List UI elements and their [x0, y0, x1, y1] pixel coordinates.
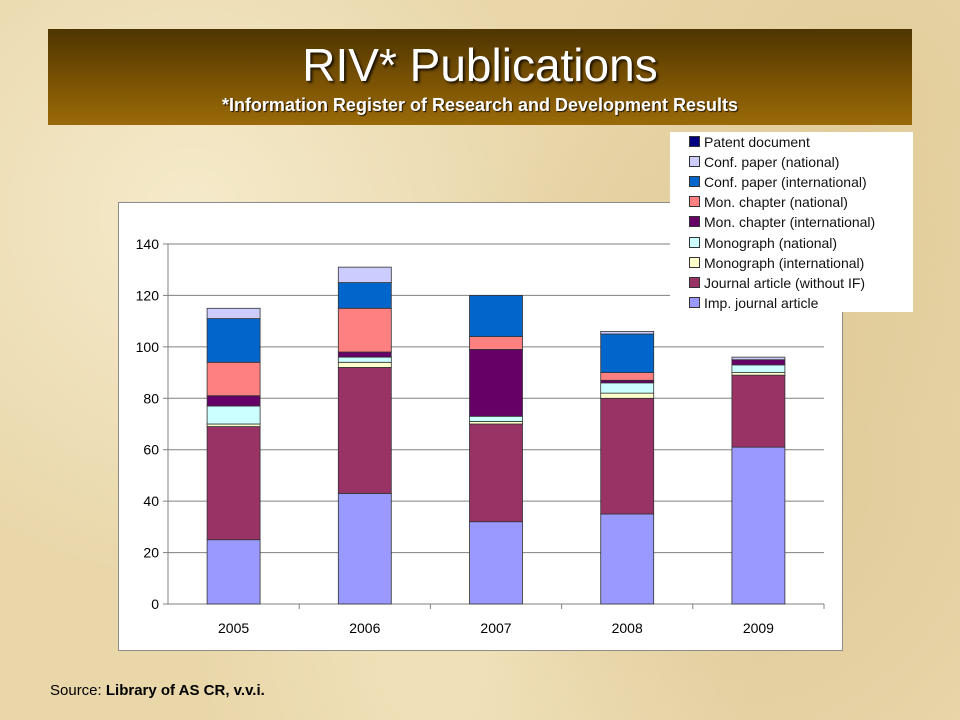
legend-item: Imp. journal article: [689, 294, 818, 312]
y-tick-label: 120: [136, 287, 160, 303]
bar-segment: [206, 426, 261, 541]
bar-segment: [469, 423, 523, 523]
title-bar: RIV* Publications *Information Register …: [48, 29, 912, 125]
legend-swatch: [689, 216, 700, 228]
x-tick-label: 2009: [743, 620, 774, 636]
bar-segment: [206, 405, 261, 425]
legend-item: Patent document: [689, 133, 810, 151]
legend-swatch: [689, 176, 700, 188]
bar-segment: [600, 397, 655, 515]
y-tick-label: 0: [151, 596, 159, 612]
legend-swatch: [689, 276, 700, 288]
legend-label: Mon. chapter (national): [704, 194, 848, 211]
bar-segment: [600, 382, 655, 394]
bar-segment: [469, 521, 523, 605]
bar-segment: [337, 361, 392, 368]
legend-label: Imp. journal article: [704, 294, 819, 311]
bar-segment: [731, 364, 786, 373]
source-value: Library of AS CR, v.v.i.: [105, 682, 265, 699]
slide-title: RIV* Publications: [302, 39, 658, 91]
legend-item: Journal article (without IF): [689, 274, 865, 292]
bar-segment: [600, 331, 655, 335]
bar-segment: [469, 349, 523, 417]
legend-swatch: [689, 196, 700, 208]
legend-item: Mon. chapter (national): [689, 193, 848, 211]
bar-segment: [206, 307, 261, 319]
legend-item: Monograph (international): [689, 254, 864, 272]
y-tick-label: 140: [136, 236, 160, 252]
bar-segment: [600, 372, 655, 381]
x-tick-label: 2005: [218, 620, 249, 636]
bar-segment: [600, 333, 655, 373]
bar-segment: [337, 367, 392, 494]
legend-swatch: [689, 236, 700, 248]
legend-item: Conf. paper (international): [689, 173, 867, 191]
legend-label: Conf. paper (national): [704, 154, 840, 171]
legend-swatch: [689, 136, 700, 147]
legend-item: Conf. paper (national): [689, 153, 839, 171]
legend-item: Mon. chapter (international): [689, 213, 875, 231]
x-tick-label: 2008: [612, 620, 643, 636]
y-tick-label: 60: [143, 442, 159, 458]
chart-legend: Patent document Conf. paper (national) Con…: [670, 132, 913, 312]
bar-segment: [337, 356, 392, 363]
bar-segment: [206, 395, 261, 407]
y-tick-label: 100: [136, 339, 160, 355]
bar-segment: [731, 446, 786, 605]
bar-segment: [337, 493, 392, 605]
bar-segment: [600, 513, 655, 605]
slide-subtitle: *Information Register of Research and De…: [221, 95, 739, 115]
bar-segment: [600, 392, 655, 399]
bar-segment: [469, 336, 523, 350]
legend-swatch: [689, 156, 700, 168]
stacked-bar-chart: 0 20 40 60 80 100 120 140 2005 2006 2007 2008 2009: [136, 236, 825, 636]
bar-segment: [337, 351, 392, 358]
legend-label: Conf. paper (international): [704, 174, 867, 191]
y-tick-label: 80: [143, 390, 159, 406]
y-tick-label: 40: [143, 493, 159, 509]
bar-segment: [206, 361, 261, 397]
bar-segment: [337, 266, 392, 283]
bar-segment: [731, 374, 786, 448]
bar-segment: [469, 295, 523, 337]
legend-label: Mon. chapter (international): [704, 214, 876, 231]
bar-segment: [206, 539, 261, 605]
bar-segment: [337, 282, 392, 309]
bar-segment: [206, 318, 261, 363]
source-label: Source:: [50, 682, 102, 699]
source-note: Source: Library of AS CR, v.v.i.: [50, 682, 265, 699]
legend-swatch: [689, 296, 700, 308]
legend-label: Patent document: [704, 134, 810, 150]
legend-label: Monograph (national): [704, 234, 838, 251]
x-tick-label: 2006: [349, 620, 380, 636]
legend-label: Journal article (without IF): [704, 274, 866, 291]
bar-segment: [337, 307, 392, 353]
legend-label: Monograph (international): [704, 254, 865, 271]
legend-item: Monograph (national): [689, 234, 837, 252]
y-tick-label: 20: [143, 545, 159, 561]
bar-segment: [469, 415, 523, 422]
x-tick-label: 2007: [480, 620, 511, 636]
legend-swatch: [689, 256, 700, 268]
bar-segment: [731, 356, 786, 361]
bar-segment: [731, 359, 786, 366]
